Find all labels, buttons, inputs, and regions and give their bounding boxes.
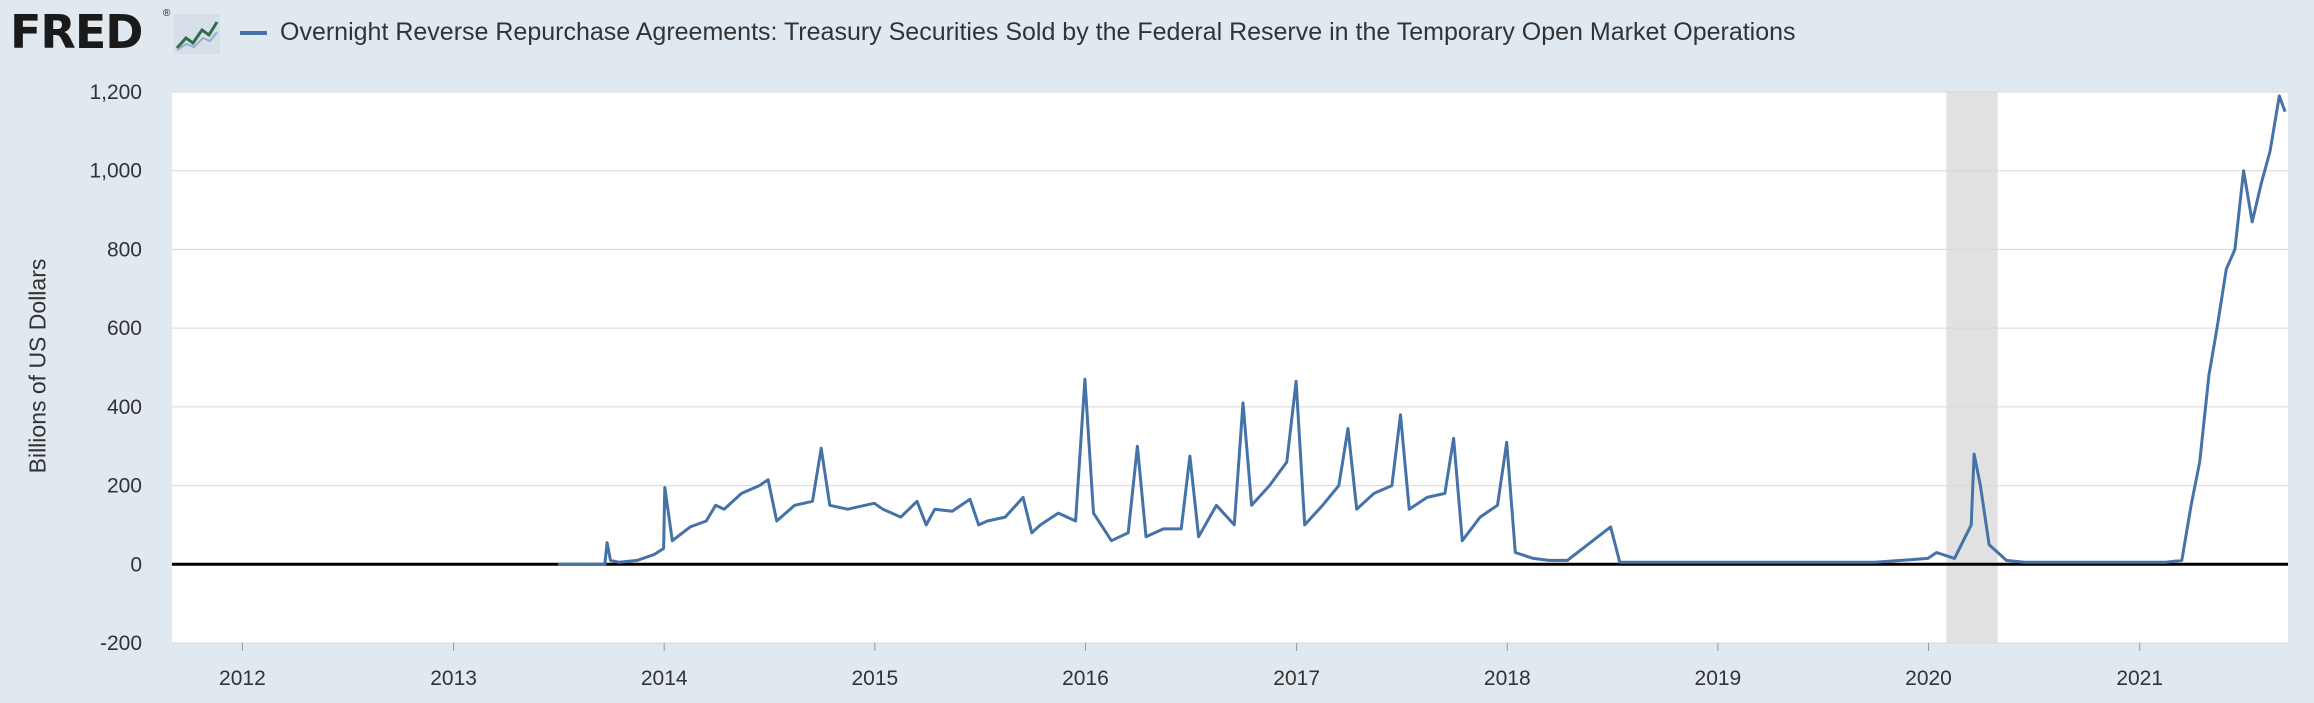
x-tick-label: 2015: [851, 667, 898, 690]
y-tick-label: 800: [107, 238, 142, 261]
x-tick-label: 2013: [430, 667, 477, 690]
x-tick-label: 2012: [219, 667, 266, 690]
y-tick-label: -200: [100, 632, 142, 655]
header: FRED ® Overnight Reverse Repurchase Agre…: [0, 0, 2314, 70]
y-tick-label: 0: [130, 553, 142, 576]
x-tick-label: 2021: [2116, 667, 2163, 690]
y-tick-label: 400: [107, 396, 142, 419]
x-tick-label: 2019: [1695, 667, 1742, 690]
x-tick-label: 2020: [1905, 667, 1952, 690]
x-tick-label: 2018: [1484, 667, 1531, 690]
registered-mark: ®: [163, 8, 171, 19]
x-tick-label: 2014: [641, 667, 688, 690]
plot-background: [172, 92, 2288, 643]
legend-swatch: [240, 31, 267, 35]
line-chart-icon: [174, 14, 220, 54]
x-tick-label: 2017: [1273, 667, 1320, 690]
x-tick-label: 2016: [1062, 667, 1109, 690]
y-tick-label: 200: [107, 475, 142, 498]
series-title[interactable]: Overnight Reverse Repurchase Agreements:…: [280, 18, 1796, 46]
y-tick-label: 1,200: [89, 81, 142, 104]
recession-shading: [1946, 92, 1998, 643]
y-tick-label: 600: [107, 317, 142, 340]
y-tick-label: 1,000: [89, 160, 142, 183]
fred-logo[interactable]: FRED: [10, 5, 143, 59]
series-line[interactable]: [558, 94, 2287, 566]
